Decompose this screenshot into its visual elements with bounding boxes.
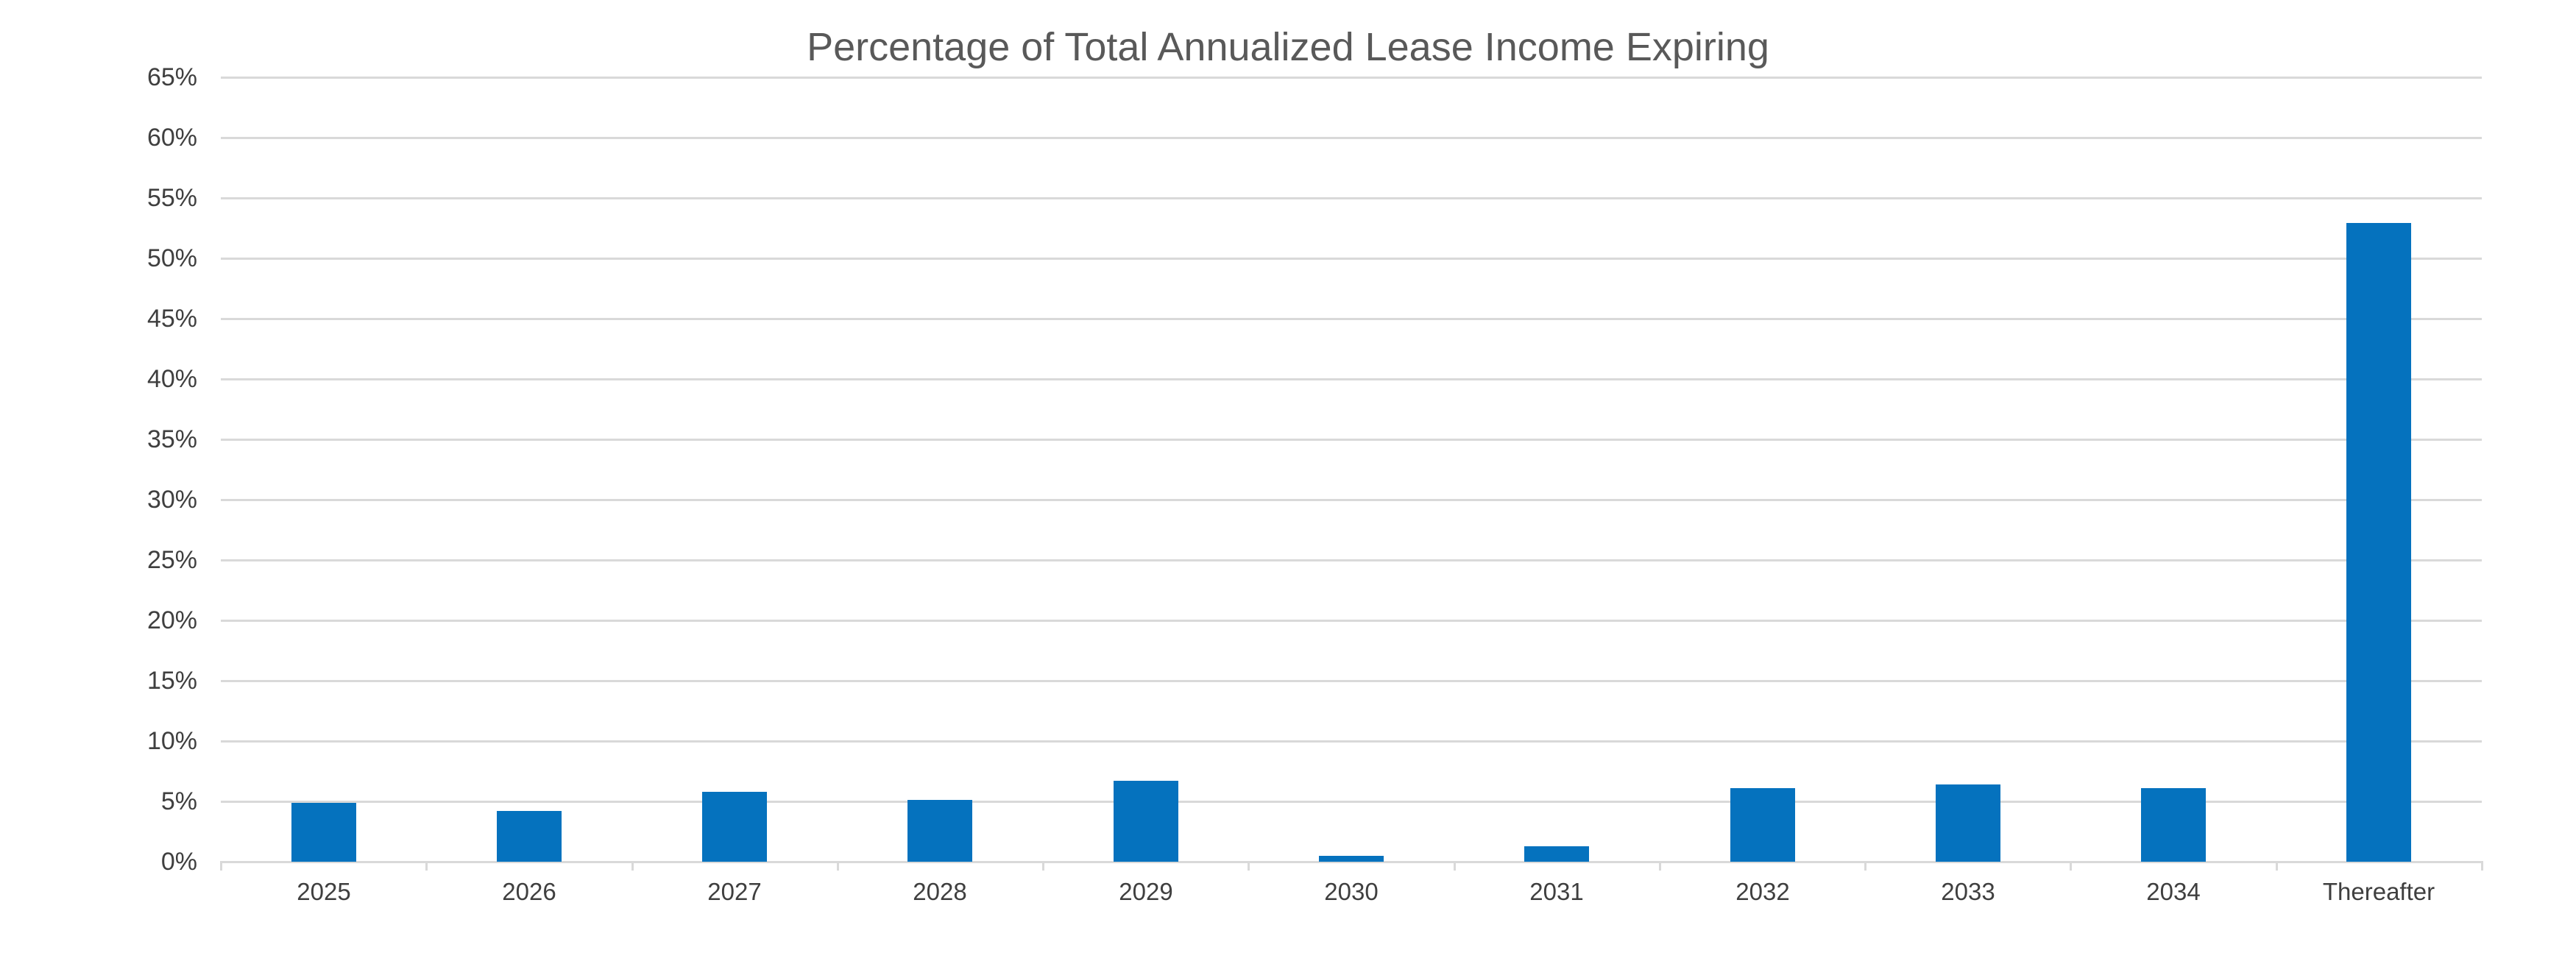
x-axis-tick bbox=[837, 861, 839, 871]
x-axis-tick bbox=[1454, 861, 1456, 871]
bar-2032 bbox=[1730, 788, 1795, 862]
gridline bbox=[221, 680, 2482, 682]
x-axis-tick bbox=[1864, 861, 1866, 871]
y-axis-tick-label: 65% bbox=[146, 63, 197, 91]
bar-2028 bbox=[907, 800, 972, 862]
x-axis-category-label: 2029 bbox=[1119, 878, 1173, 905]
x-axis-category-label: 2026 bbox=[502, 878, 556, 905]
bar-2026 bbox=[497, 811, 562, 862]
y-axis-tick-label: 20% bbox=[146, 606, 197, 634]
gridline bbox=[221, 77, 2482, 79]
x-axis-tick bbox=[1659, 861, 1661, 871]
bar-2027 bbox=[702, 792, 767, 862]
bar-2033 bbox=[1936, 784, 2000, 862]
gridline bbox=[221, 197, 2482, 199]
gridline bbox=[221, 801, 2482, 803]
gridline bbox=[221, 137, 2482, 139]
y-axis-tick-label: 5% bbox=[160, 787, 197, 815]
bar-2025 bbox=[291, 803, 356, 862]
y-axis-tick-label: 25% bbox=[146, 546, 197, 574]
y-axis-tick-label: 50% bbox=[146, 244, 197, 272]
gridline bbox=[221, 620, 2482, 622]
x-axis-category-label: 2030 bbox=[1324, 878, 1379, 905]
x-axis-category-label: 2031 bbox=[1529, 878, 1584, 905]
x-axis-category-label: 2034 bbox=[2146, 878, 2201, 905]
y-axis-tick-label: 10% bbox=[146, 727, 197, 755]
bar-2030 bbox=[1319, 856, 1384, 862]
x-axis-line bbox=[221, 861, 2482, 863]
x-axis-tick bbox=[1248, 861, 1250, 871]
x-axis-category-label: 2025 bbox=[297, 878, 351, 905]
gridline bbox=[221, 318, 2482, 320]
x-axis-category-label: 2028 bbox=[913, 878, 967, 905]
gridline bbox=[221, 378, 2482, 380]
x-axis-category-label: 2032 bbox=[1735, 878, 1790, 905]
y-axis-tick-label: 35% bbox=[146, 425, 197, 453]
y-axis-tick-label: 30% bbox=[146, 486, 197, 514]
chart-title: Percentage of Total Annualized Lease Inc… bbox=[807, 25, 1769, 69]
bar-2029 bbox=[1114, 781, 1178, 862]
bar-2031 bbox=[1524, 846, 1589, 862]
x-axis-category-label: Thereafter bbox=[2322, 878, 2435, 905]
x-axis-tick bbox=[631, 861, 634, 871]
x-axis-tick bbox=[2276, 861, 2278, 871]
x-axis-category-label: 2033 bbox=[1941, 878, 1995, 905]
y-axis-tick-label: 40% bbox=[146, 365, 197, 393]
bar-2034 bbox=[2141, 788, 2206, 862]
x-axis-tick bbox=[220, 861, 222, 871]
gridline bbox=[221, 499, 2482, 501]
y-axis-tick-label: 15% bbox=[146, 667, 197, 695]
gridline bbox=[221, 258, 2482, 260]
gridline bbox=[221, 439, 2482, 441]
x-axis-category-label: 2027 bbox=[707, 878, 762, 905]
x-axis-tick bbox=[425, 861, 428, 871]
y-axis-tick-label: 60% bbox=[146, 124, 197, 152]
x-axis-tick bbox=[1042, 861, 1044, 871]
bar-thereafter bbox=[2346, 223, 2411, 862]
x-axis-tick bbox=[2481, 861, 2483, 871]
gridline bbox=[221, 559, 2482, 561]
y-axis-tick-label: 55% bbox=[146, 184, 197, 212]
y-axis-tick-label: 0% bbox=[160, 848, 197, 876]
x-axis-tick bbox=[2070, 861, 2072, 871]
gridline bbox=[221, 740, 2482, 743]
y-axis-tick-label: 45% bbox=[146, 305, 197, 333]
